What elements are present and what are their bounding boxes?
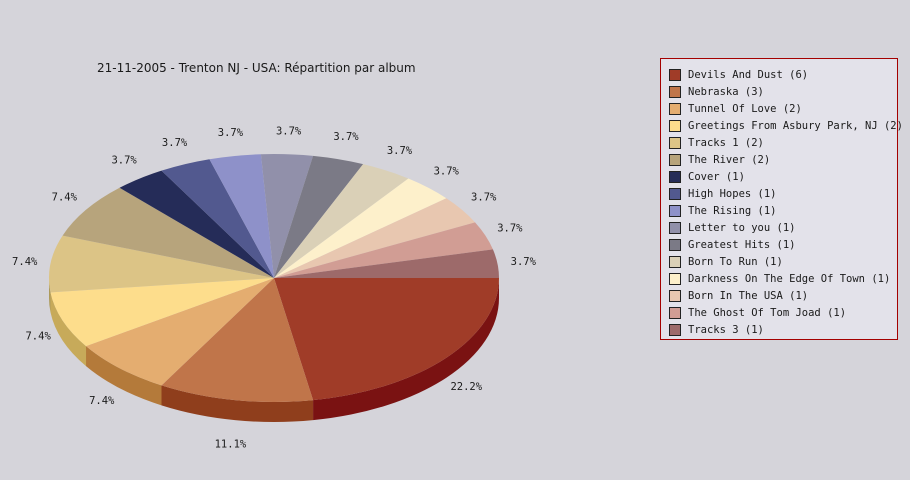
legend-item: Greatest Hits (1) (669, 236, 897, 253)
pie-slice-12 (274, 178, 447, 278)
legend-swatch (669, 102, 681, 115)
pie-slice-3 (50, 278, 275, 347)
pie-depth (49, 278, 499, 423)
slice-percent-label: 3.7% (276, 125, 302, 137)
pie-slice-14 (274, 222, 493, 278)
pie-slice-15 (274, 249, 499, 278)
legend-item: The River (2) (669, 151, 897, 168)
pie-side-0 (313, 278, 499, 421)
legend-swatch (669, 255, 681, 268)
pie-side-1 (161, 385, 314, 423)
slice-percent-label: 22.2% (450, 381, 482, 393)
legend-label: High Hopes (1) (688, 187, 777, 200)
legend-item: The Ghost Of Tom Joad (1) (669, 304, 897, 321)
legend-swatch (669, 272, 681, 285)
pie-slices (48, 154, 499, 402)
legend-item: High Hopes (1) (669, 185, 897, 202)
pie-slice-7 (161, 159, 274, 278)
legend-swatch (669, 187, 681, 200)
slice-percent-label: 7.4% (89, 395, 115, 407)
legend-swatch (669, 119, 681, 132)
pie-slice-8 (209, 154, 274, 278)
slice-percent-label: 7.4% (52, 192, 78, 204)
legend-item: Born To Run (1) (669, 253, 897, 270)
pie-labels: 22.2% 11.1% 7.4% 7.4% 7.4% 7.4% 3.7% 3.7% 3.7% 3.… (12, 125, 537, 450)
pie-slice-13 (274, 198, 476, 278)
slice-percent-label: 3.7% (471, 192, 497, 204)
legend-label: Cover (1) (688, 170, 745, 183)
slice-percent-label: 3.7% (111, 154, 137, 166)
legend-label: Tracks 3 (1) (688, 323, 764, 336)
legend-item: Tracks 3 (1) (669, 321, 897, 338)
legend-label: The River (2) (688, 153, 771, 166)
slice-percent-label: 3.7% (497, 222, 523, 234)
legend-item: Tunnel Of Love (2) (669, 100, 897, 117)
slice-percent-label: 3.7% (434, 165, 460, 177)
pie-slice-2 (86, 278, 274, 386)
legend-label: The Ghost Of Tom Joad (1) (688, 306, 847, 319)
pie-slice-1 (161, 278, 314, 402)
legend-swatch (669, 306, 681, 319)
slice-percent-label: 7.4% (12, 256, 38, 268)
legend-label: Darkness On The Edge Of Town (1) (688, 272, 891, 285)
legend-item: Letter to you (1) (669, 219, 897, 236)
legend-item: The Rising (1) (669, 202, 897, 219)
legend-label: Born To Run (1) (688, 255, 783, 268)
legend-swatch (669, 170, 681, 183)
legend-label: Devils And Dust (6) (688, 68, 809, 81)
legend-label: Born In The USA (1) (688, 289, 809, 302)
legend-label: The Rising (1) (688, 204, 777, 217)
legend-item: Devils And Dust (6) (669, 66, 897, 83)
legend-swatch (669, 204, 681, 217)
legend-item: Darkness On The Edge Of Town (1) (669, 270, 897, 287)
legend-swatch (669, 289, 681, 302)
slice-percent-label: 3.7% (333, 131, 359, 143)
pie-side-3 (50, 292, 87, 367)
slice-percent-label: 3.7% (511, 256, 537, 268)
legend-label: Greetings From Asbury Park, NJ (2) (688, 119, 903, 132)
slice-percent-label: 3.7% (162, 137, 188, 149)
slice-percent-label: 3.7% (218, 127, 244, 139)
legend-item: Cover (1) (669, 168, 897, 185)
legend: Devils And Dust (6) Nebraska (3) Tunnel Of… (660, 58, 903, 340)
pie-slice-9 (260, 154, 314, 278)
chart-title: 21-11-2005 - Trenton NJ - USA: Répartiti… (97, 61, 416, 75)
legend-label: Tracks 1 (2) (688, 136, 764, 149)
legend-label: Letter to you (1) (688, 221, 796, 234)
legend-item: Tracks 1 (2) (669, 134, 897, 151)
slice-percent-label: 11.1% (215, 438, 247, 450)
legend-swatch (669, 68, 681, 81)
slice-percent-label: 3.7% (387, 145, 413, 157)
pie-slice-6 (119, 170, 274, 278)
legend-item: Nebraska (3) (669, 83, 897, 100)
pie-slice-5 (62, 187, 275, 278)
legend-label: Tunnel Of Love (2) (688, 102, 802, 115)
legend-swatch (669, 85, 681, 98)
pie-slice-4 (48, 235, 274, 293)
pie-side-2 (86, 346, 162, 406)
legend-label: Greatest Hits (1) (688, 238, 796, 251)
legend-item: Born In The USA (1) (669, 287, 897, 304)
legend-swatch (669, 238, 681, 251)
legend-label: Nebraska (3) (688, 85, 764, 98)
legend-swatch (669, 153, 681, 166)
slice-percent-label: 7.4% (25, 330, 51, 342)
pie-slice-10 (274, 155, 364, 278)
legend-swatch (669, 136, 681, 149)
pie-slice-0 (274, 278, 499, 401)
legend-swatch (669, 323, 681, 336)
legend-swatch (669, 221, 681, 234)
pie-side-4 (49, 278, 51, 313)
pie-slice-11 (274, 164, 409, 278)
legend-item: Greetings From Asbury Park, NJ (2) (669, 117, 903, 134)
